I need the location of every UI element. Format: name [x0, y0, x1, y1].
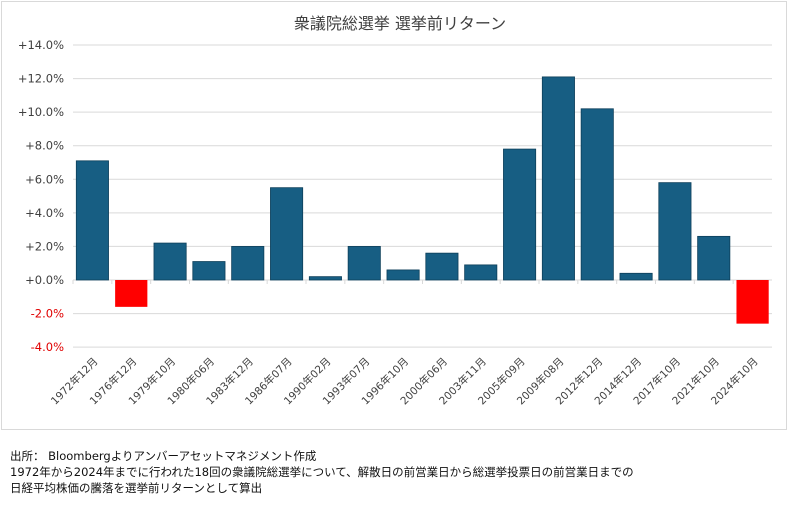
y-tick-label: +10.0% — [18, 105, 64, 119]
bar — [464, 264, 498, 281]
bar — [541, 76, 575, 281]
bar — [153, 242, 187, 281]
y-tick-label: +14.0% — [18, 38, 64, 52]
bar — [75, 160, 109, 281]
bar — [658, 182, 692, 281]
bar — [697, 235, 731, 281]
bar — [736, 280, 769, 324]
y-tick-label: +4.0% — [25, 206, 64, 220]
bar — [270, 187, 304, 281]
bar — [425, 252, 459, 281]
y-tick-label: +8.0% — [25, 139, 64, 153]
chart-frame — [1, 1, 787, 430]
source-note: 出所： Bloombergよりアンバーアセットマネジメント作成 — [10, 449, 317, 463]
method-note-2: 日経平均株価の騰落を選挙前リターンとして算出 — [10, 481, 263, 495]
chart-title: 衆議院総選挙 選挙前リターン — [293, 14, 507, 33]
footnotes: 出所： Bloombergよりアンバーアセットマネジメント作成 1972年から2… — [10, 448, 634, 496]
bar — [115, 280, 148, 307]
bar — [231, 246, 265, 281]
y-tick-label: +12.0% — [18, 72, 64, 86]
y-tick-label: -2.0% — [31, 307, 64, 321]
method-note-1: 1972年から2024年までに行われた18回の衆議院総選挙について、解散日の前営… — [10, 465, 634, 479]
y-tick-label: -4.0% — [31, 340, 64, 354]
bar — [308, 276, 342, 281]
bar-chart: +14.0% +12.0% +10.0% +8.0% +6.0% +4.0% +2.0% +0… — [18, 38, 772, 407]
bar — [347, 246, 381, 281]
y-tick-label: +2.0% — [25, 239, 64, 253]
bar — [619, 272, 653, 281]
bar — [386, 269, 420, 281]
y-tick-label: +0.0% — [25, 273, 64, 287]
bar — [503, 148, 537, 281]
bar — [192, 261, 226, 281]
y-tick-label: +6.0% — [25, 172, 64, 186]
bar — [580, 108, 614, 281]
